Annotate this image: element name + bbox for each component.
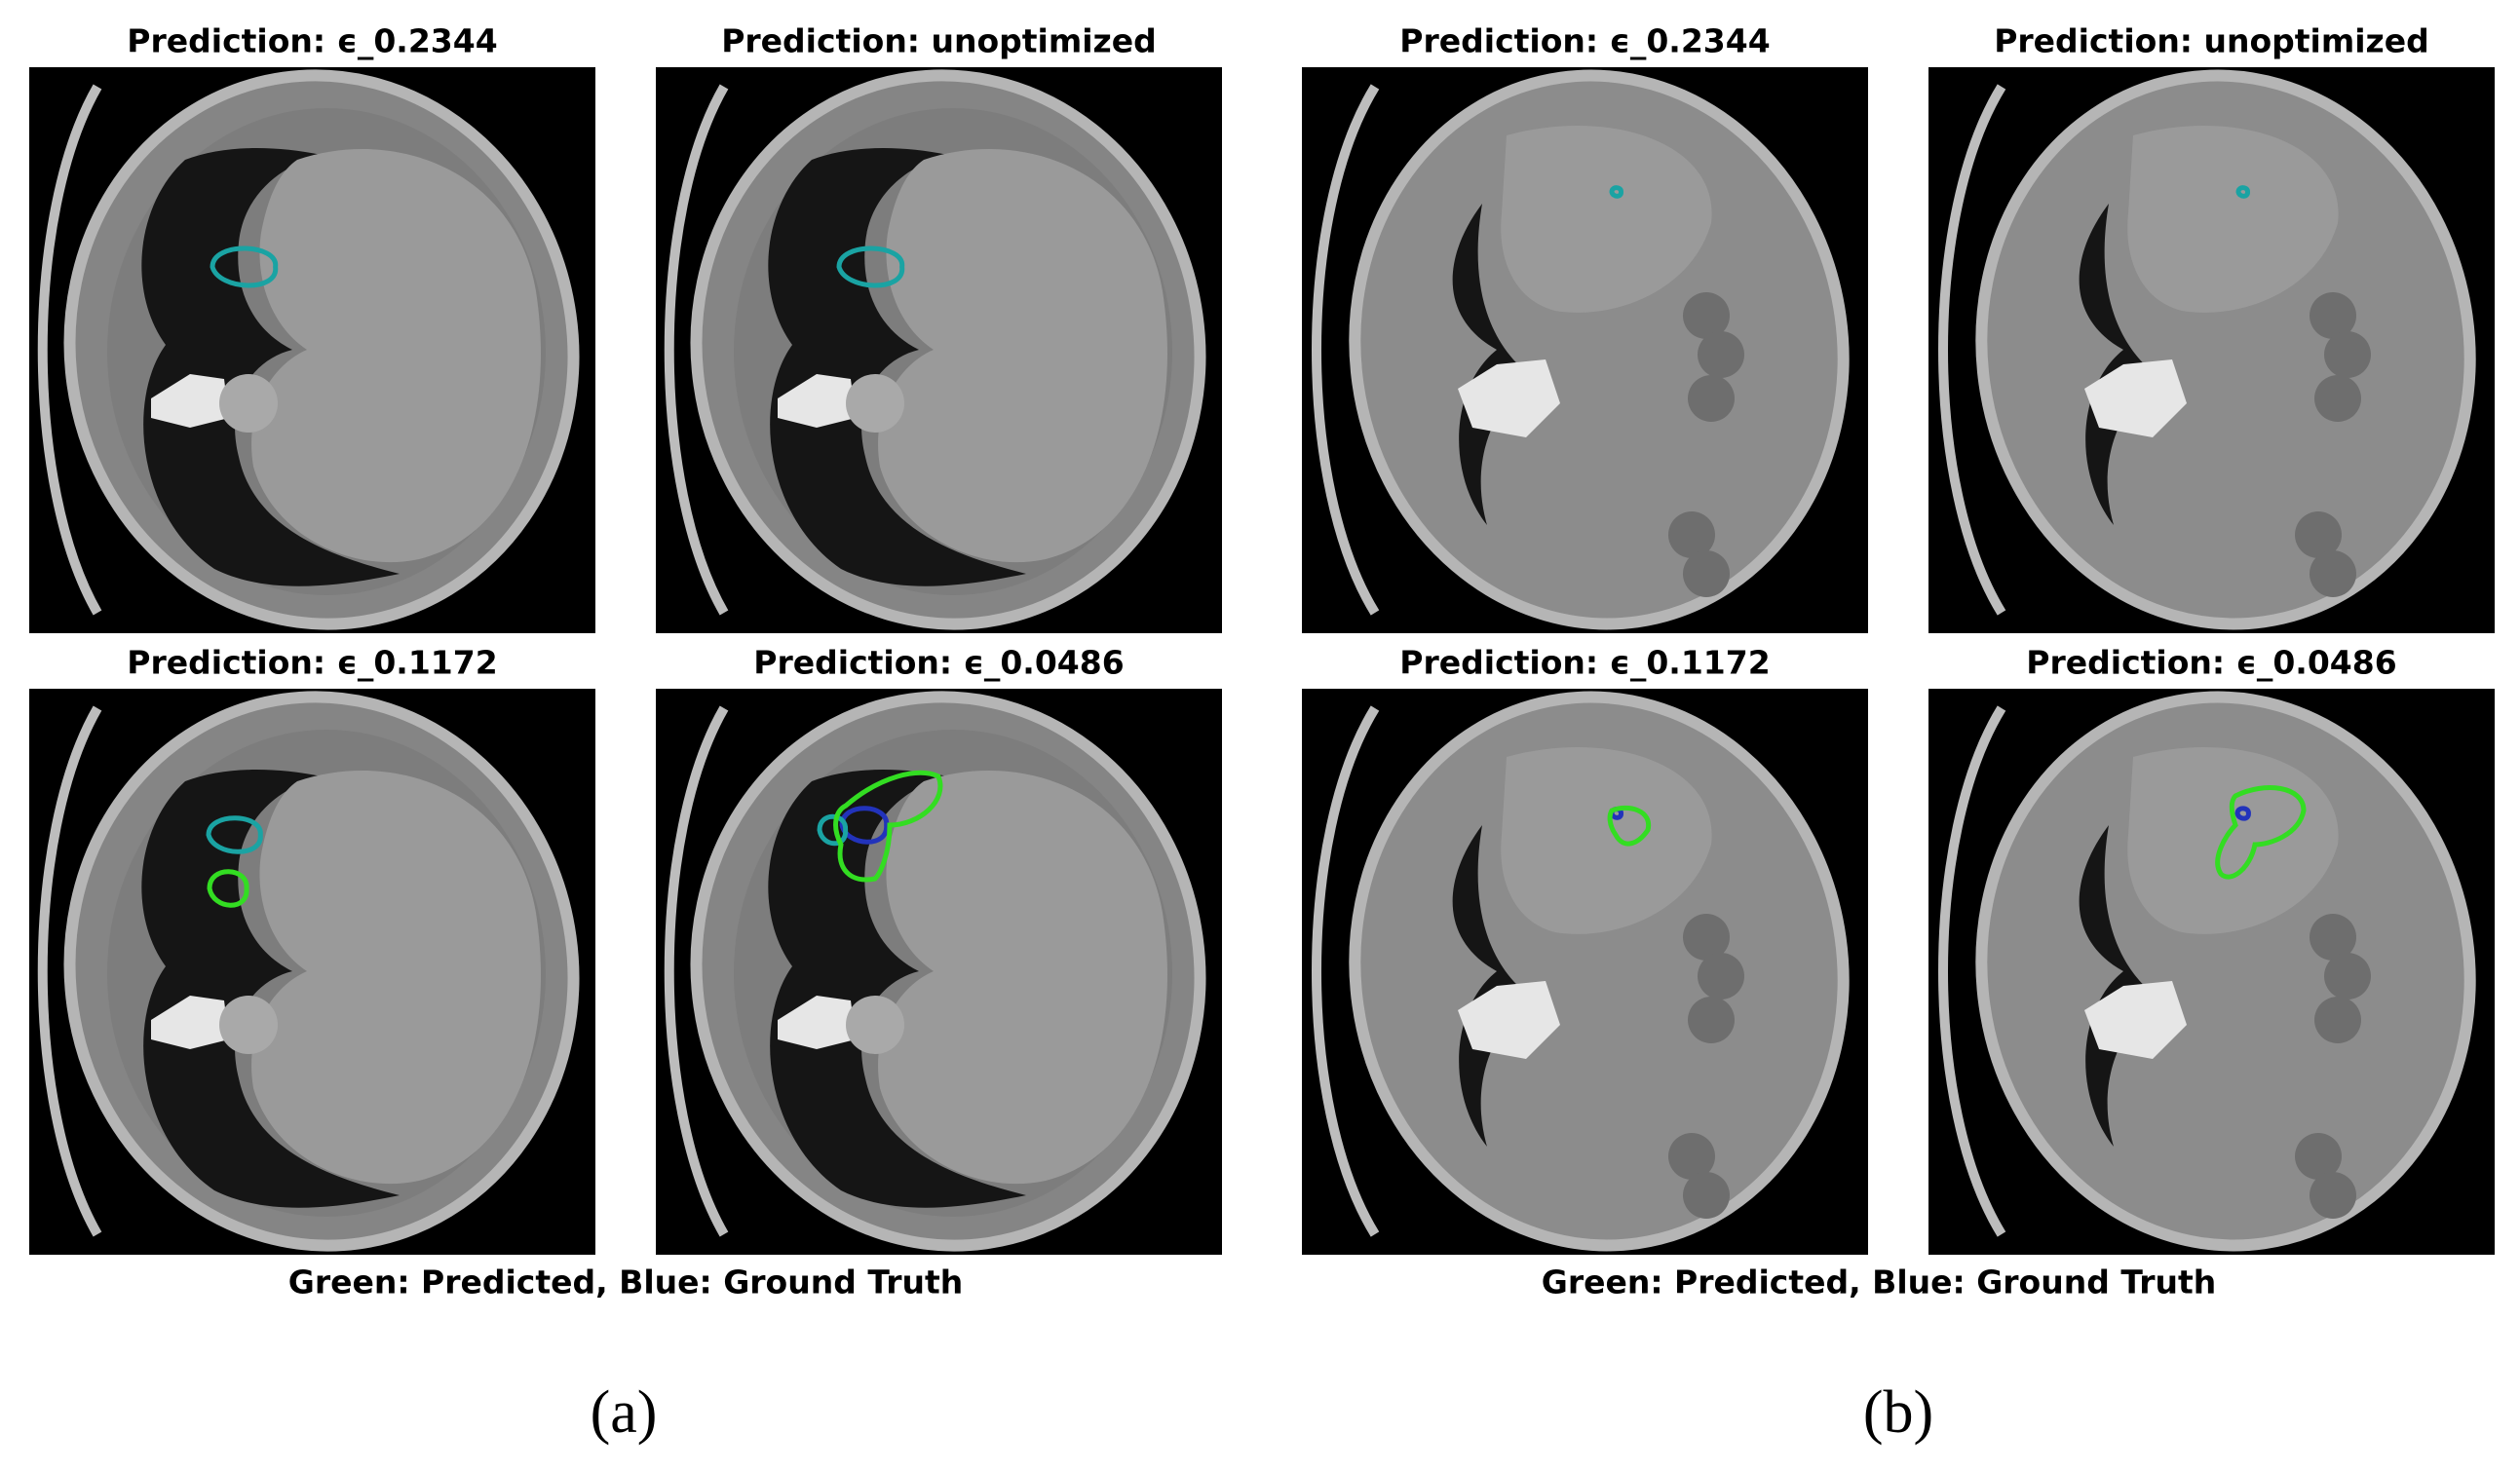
contour <box>833 770 943 883</box>
contour <box>2215 785 2307 880</box>
contour <box>207 869 249 908</box>
contour <box>206 815 263 854</box>
panel-title: Prediction: ϵ_0.1172 <box>127 644 497 682</box>
bowel <box>1698 331 1744 378</box>
contour <box>1609 185 1623 199</box>
caption: Green: Predicted, Blue: Ground Truth <box>1542 1264 2217 1301</box>
bowel <box>2310 1172 2356 1219</box>
bowel <box>1683 1172 1730 1219</box>
couch <box>1312 705 1380 1237</box>
spine <box>778 374 856 428</box>
lung <box>1452 204 1536 525</box>
spine <box>1458 359 1560 437</box>
lung <box>2079 204 2162 525</box>
bowel <box>1683 914 1730 961</box>
ct-image <box>656 689 1222 1255</box>
vertebra <box>219 374 278 433</box>
couch <box>1938 84 2006 616</box>
bowel <box>1698 953 1744 1000</box>
liver <box>2127 126 2339 313</box>
ct-image <box>29 689 595 1255</box>
bowel <box>1668 1133 1715 1180</box>
bowel <box>2310 292 2356 339</box>
bowel <box>1683 550 1730 597</box>
lung <box>768 148 1026 586</box>
lung <box>141 770 400 1208</box>
ct-image <box>1302 689 1868 1255</box>
vertebra <box>219 996 278 1054</box>
bowel <box>2310 550 2356 597</box>
panel-title: Prediction: ϵ_0.2344 <box>127 22 497 60</box>
bowel <box>2324 953 2371 1000</box>
liver <box>2127 747 2339 934</box>
bowel <box>2324 331 2371 378</box>
couch <box>1938 705 2006 1237</box>
contour <box>210 245 279 288</box>
panel-title: Prediction: unoptimized <box>1994 22 2429 60</box>
contour <box>1607 805 1652 847</box>
lung <box>141 148 400 586</box>
subfigure-label: (b) <box>1863 1379 1933 1446</box>
spine <box>151 996 229 1049</box>
bowel <box>2295 511 2342 558</box>
ct-image <box>1302 67 1868 633</box>
ct-image <box>1928 67 2495 633</box>
contour <box>2234 806 2251 821</box>
panel-title: Prediction: ϵ_0.1172 <box>1399 644 1770 682</box>
organ <box>251 149 541 563</box>
couch <box>37 705 102 1237</box>
lung <box>1452 825 1536 1147</box>
panel-title: Prediction: ϵ_0.0486 <box>753 644 1124 682</box>
couch <box>664 705 729 1237</box>
organ <box>251 771 541 1185</box>
spine <box>778 996 856 1049</box>
panel-title: Prediction: ϵ_0.2344 <box>1399 22 1770 60</box>
ct-image <box>656 67 1222 633</box>
ct-image <box>29 67 595 633</box>
contour <box>839 806 890 845</box>
bowel <box>1688 997 1735 1043</box>
lung <box>768 770 1026 1208</box>
organ <box>878 149 1167 563</box>
organ <box>878 771 1167 1185</box>
bowel <box>2314 997 2361 1043</box>
contour <box>817 813 849 847</box>
caption: Green: Predicted, Blue: Ground Truth <box>288 1264 964 1301</box>
couch <box>664 84 729 616</box>
liver <box>1501 747 1712 934</box>
panel-title: Prediction: ϵ_0.0486 <box>2026 644 2396 682</box>
spine <box>151 374 229 428</box>
panel-title: Prediction: unoptimized <box>721 22 1157 60</box>
contour <box>2235 185 2250 199</box>
bowel <box>2314 375 2361 422</box>
lung <box>2079 825 2162 1147</box>
couch <box>1312 84 1380 616</box>
bowel <box>1668 511 1715 558</box>
ct-image <box>1928 689 2495 1255</box>
bowel <box>2310 914 2356 961</box>
liver <box>1501 126 1712 313</box>
couch <box>37 84 102 616</box>
bowel <box>1688 375 1735 422</box>
spine <box>2084 981 2187 1059</box>
vertebra <box>846 374 904 433</box>
spine <box>2084 359 2187 437</box>
contour <box>836 245 905 288</box>
subfigure-label: (a) <box>591 1379 658 1446</box>
bowel <box>2295 1133 2342 1180</box>
spine <box>1458 981 1560 1059</box>
bowel <box>1683 292 1730 339</box>
vertebra <box>846 996 904 1054</box>
